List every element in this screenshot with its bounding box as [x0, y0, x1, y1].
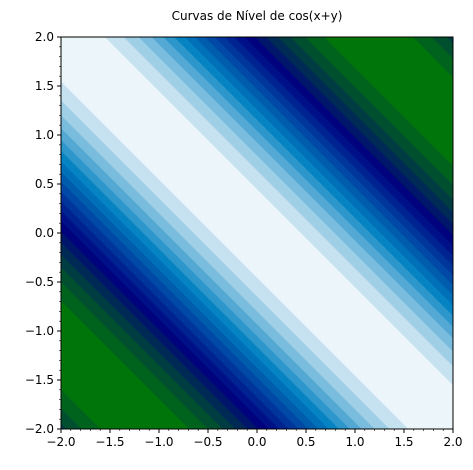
x-tick-label: −1.0: [144, 435, 173, 449]
y-tick-label: 1.5: [35, 79, 54, 93]
y-tick-label: 0.5: [35, 177, 54, 191]
x-tick-label: 1.0: [345, 435, 364, 449]
x-tick-label: 2.0: [443, 435, 462, 449]
contour-band: [446, 37, 453, 44]
y-tick-label: −2.0: [25, 422, 54, 436]
y-tick-label: 0.0: [35, 226, 54, 240]
x-tick-label: 1.5: [394, 435, 413, 449]
contour-band: [431, 37, 453, 59]
y-axis: −2.0 −1.5 −1.0 −0.5 0.0 0.5 1.0 1.5 2.0: [25, 30, 61, 436]
x-tick-label: −2.0: [46, 435, 75, 449]
x-tick-label: −0.5: [193, 435, 222, 449]
x-tick-label: 0.0: [247, 435, 266, 449]
y-tick-label: −1.0: [25, 324, 54, 338]
y-tick-label: 2.0: [35, 30, 54, 44]
y-tick-label: −1.5: [25, 373, 54, 387]
chart-title: Curvas de Nível de cos(x+y): [172, 9, 343, 23]
x-tick-label: 0.5: [296, 435, 315, 449]
y-tick-label: 1.0: [35, 128, 54, 142]
y-tick-label: −0.5: [25, 275, 54, 289]
x-tick-label: −1.5: [95, 435, 124, 449]
x-axis: −2.0 −1.5 −1.0 −0.5 0.0 0.5 1.0 1.5 2.0: [46, 429, 463, 449]
